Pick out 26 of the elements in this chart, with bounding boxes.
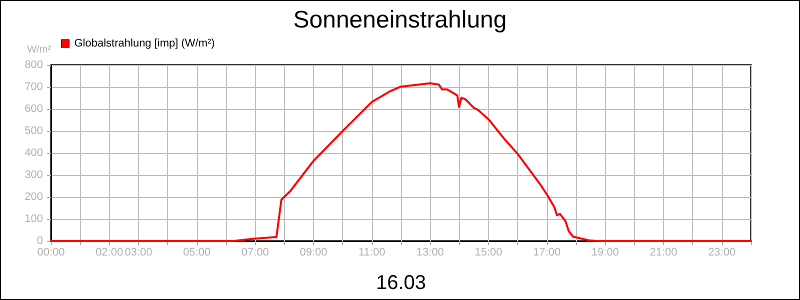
chart-title: Sonneneinstrahlung	[293, 6, 507, 34]
x-tick-label: 07:00	[241, 246, 269, 258]
x-tick-label: 05:00	[183, 246, 211, 258]
y-tick-label: 400	[24, 147, 43, 159]
x-tick-label: 03:00	[124, 246, 152, 258]
y-tick-label: 800	[24, 59, 43, 71]
y-tick-label: 300	[24, 169, 43, 181]
x-axis-title: 16.03	[376, 272, 426, 294]
x-tick-label: 09:00	[300, 246, 328, 258]
x-tick-label: 11:00	[358, 246, 386, 258]
x-tick-label: 23:00	[708, 246, 736, 258]
x-tick-label: 15:00	[474, 246, 502, 258]
y-tick-label: 600	[24, 103, 43, 115]
y-tick-label: 700	[24, 81, 43, 93]
x-tick-label: 13:00	[416, 246, 444, 258]
x-tick-label: 02:00	[96, 246, 124, 258]
x-tick-label: 21:00	[650, 246, 678, 258]
x-tick-label: 17:00	[533, 246, 561, 258]
y-axis-title: W/m²	[27, 44, 52, 56]
x-tick-label: 00:00	[37, 246, 65, 258]
x-tick-label: 19:00	[591, 246, 619, 258]
y-tick-label: 200	[24, 191, 43, 203]
y-tick-label: 0	[36, 235, 43, 247]
y-tick-label: 100	[24, 213, 43, 225]
y-tick-label: 500	[24, 125, 43, 137]
legend-label: Globalstrahlung [imp] (W/m²)	[74, 38, 215, 50]
